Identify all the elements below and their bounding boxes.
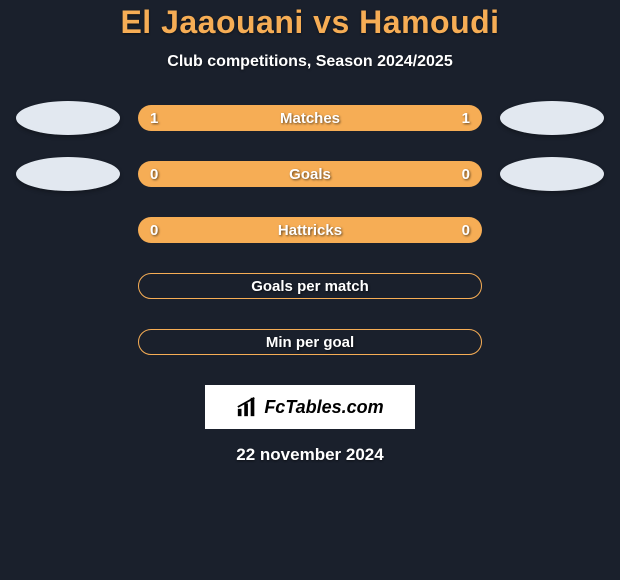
stat-value-right: 0 <box>440 222 470 239</box>
stats-list: 1Matches10Goals00Hattricks0Goals per mat… <box>16 101 604 381</box>
stat-value-right: 0 <box>440 166 470 183</box>
brand-badge: FcTables.com <box>205 385 415 429</box>
stat-value-left: 0 <box>150 166 180 183</box>
player-ellipse-right <box>500 325 604 359</box>
stat-row: Goals per match <box>16 269 604 303</box>
player-ellipse-left <box>16 213 120 247</box>
stat-bar: Goals per match <box>138 273 482 299</box>
player-ellipse-left <box>16 325 120 359</box>
page-title: El Jaaouani vs Hamoudi <box>120 4 499 41</box>
brand-text: FcTables.com <box>264 397 383 418</box>
stat-row: 0Hattricks0 <box>16 213 604 247</box>
subtitle: Club competitions, Season 2024/2025 <box>167 53 452 71</box>
stat-bar: 0Hattricks0 <box>138 217 482 243</box>
stat-label: Hattricks <box>138 222 482 239</box>
player-ellipse-right <box>500 269 604 303</box>
bar-chart-icon <box>236 396 258 418</box>
stat-value-left: 0 <box>150 222 180 239</box>
stat-bar: 0Goals0 <box>138 161 482 187</box>
player-ellipse-left <box>16 101 120 135</box>
stat-value-right: 1 <box>440 110 470 127</box>
date-text: 22 november 2024 <box>236 445 383 465</box>
player-ellipse-right <box>500 101 604 135</box>
stat-bar: 1Matches1 <box>138 105 482 131</box>
stat-row: 0Goals0 <box>16 157 604 191</box>
stat-row: Min per goal <box>16 325 604 359</box>
stat-label: Min per goal <box>139 334 481 351</box>
player-ellipse-left <box>16 157 120 191</box>
comparison-card: El Jaaouani vs Hamoudi Club competitions… <box>0 0 620 465</box>
stat-label: Matches <box>138 110 482 127</box>
stat-label: Goals <box>138 166 482 183</box>
stat-value-left: 1 <box>150 110 180 127</box>
player-ellipse-left <box>16 269 120 303</box>
stat-row: 1Matches1 <box>16 101 604 135</box>
brand-inner: FcTables.com <box>236 396 383 418</box>
player-ellipse-right <box>500 157 604 191</box>
player-ellipse-right <box>500 213 604 247</box>
stat-label: Goals per match <box>139 278 481 295</box>
stat-bar: Min per goal <box>138 329 482 355</box>
